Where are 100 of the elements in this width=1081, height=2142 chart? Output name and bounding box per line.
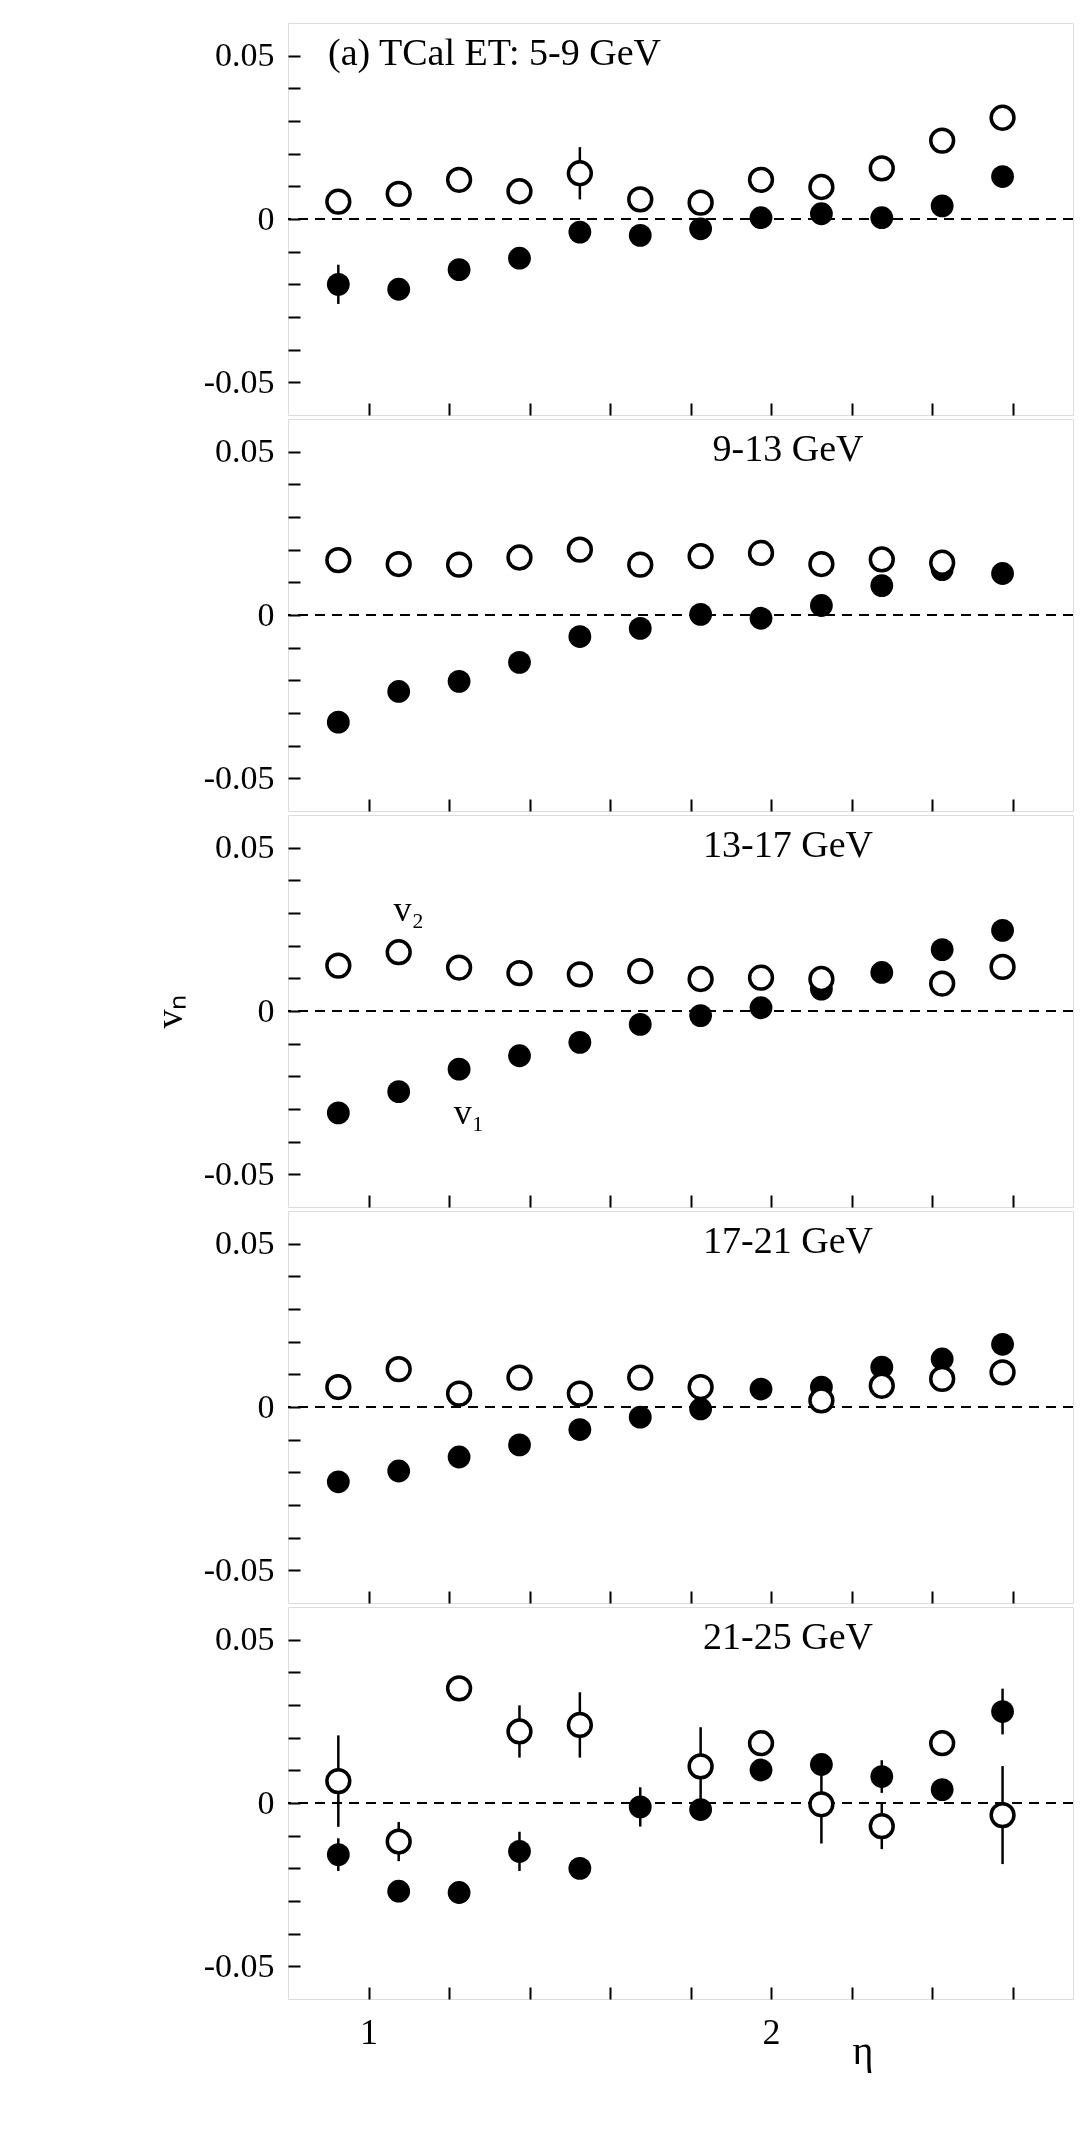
point: [749, 996, 773, 1020]
point: [687, 189, 714, 216]
point: [747, 964, 775, 991]
point: [387, 277, 411, 301]
point: [506, 1718, 533, 1745]
point: [870, 206, 894, 230]
x-tick-label: 2: [762, 2011, 781, 2052]
point: [868, 546, 895, 573]
point: [808, 1387, 835, 1414]
y-tick-label: 0.05: [215, 432, 275, 470]
point: [325, 1373, 352, 1401]
point: [930, 938, 954, 961]
point: [447, 1057, 471, 1081]
point: [445, 1380, 473, 1407]
point: [929, 1730, 956, 1757]
point: [870, 961, 894, 984]
y-tick-label: 0: [257, 991, 275, 1029]
point: [447, 669, 471, 693]
point: [387, 680, 411, 703]
point: [445, 1675, 473, 1702]
point: [508, 246, 531, 270]
annotation: 17-21 GeV: [703, 1219, 874, 1261]
point: [808, 1791, 835, 1818]
point: [868, 1372, 895, 1399]
point: [749, 1377, 773, 1401]
point: [568, 625, 592, 648]
point: [749, 606, 773, 630]
point: [870, 1765, 894, 1788]
point: [447, 258, 471, 282]
point: [506, 1364, 533, 1391]
point: [989, 1359, 1016, 1386]
annotation: 21-25 GeV: [703, 1615, 874, 1657]
point: [868, 1813, 895, 1840]
point: [810, 1753, 833, 1776]
point: [508, 650, 531, 674]
point: [568, 220, 592, 244]
point: [929, 127, 956, 154]
point: [566, 536, 594, 563]
y-tick-label: 0: [257, 1387, 275, 1425]
point: [930, 194, 954, 218]
point: [325, 546, 352, 574]
point: [326, 710, 350, 734]
point: [687, 1373, 714, 1401]
series-label: v₂: [393, 889, 424, 930]
point: [387, 1459, 411, 1483]
point: [447, 1445, 471, 1469]
point: [991, 562, 1014, 585]
point: [810, 202, 833, 226]
annotation: (a) TCal ET: 5-9 GeV: [328, 31, 662, 74]
point: [385, 1828, 412, 1855]
point: [989, 1801, 1016, 1829]
y-tick-label: 0.05: [215, 1224, 275, 1262]
point: [687, 1753, 714, 1780]
annotation: 13-17 GeV: [703, 823, 874, 865]
y-tick-label: -0.05: [203, 362, 275, 400]
point: [385, 1355, 412, 1383]
y-tick-label: -0.05: [203, 1550, 275, 1588]
y-tick-label: 0.05: [215, 828, 275, 866]
x-axis-title: η: [852, 2027, 874, 2073]
point: [929, 1365, 956, 1393]
point: [627, 186, 654, 213]
point: [566, 1711, 594, 1739]
point: [989, 104, 1016, 131]
point: [689, 602, 713, 626]
y-tick-label: -0.05: [203, 1154, 275, 1192]
point: [627, 551, 654, 578]
point: [747, 539, 775, 567]
point: [747, 166, 775, 193]
point: [991, 1700, 1014, 1723]
series-label: v₁: [453, 1092, 485, 1133]
point: [325, 952, 352, 979]
point: [687, 543, 714, 570]
point: [929, 970, 956, 997]
point: [566, 1380, 594, 1407]
point: [508, 1433, 531, 1457]
point: [628, 1013, 652, 1036]
point: [628, 617, 652, 640]
y-tick-label: 0: [257, 199, 275, 237]
point: [689, 1397, 713, 1421]
point: [747, 1730, 775, 1757]
point: [749, 206, 773, 230]
point: [568, 1418, 592, 1441]
point: [385, 550, 412, 578]
y-tick-label: 0: [257, 1783, 275, 1821]
point: [810, 594, 833, 617]
point: [506, 544, 533, 571]
point: [566, 961, 594, 988]
point: [868, 155, 895, 182]
point: [627, 958, 654, 985]
point: [326, 1843, 350, 1866]
point: [508, 1044, 531, 1068]
point: [628, 1795, 652, 1819]
annotation: 9-13 GeV: [712, 427, 865, 469]
x-tick-label: 1: [360, 2011, 379, 2052]
point: [628, 223, 652, 247]
point: [989, 953, 1016, 981]
point: [506, 178, 533, 205]
point: [689, 1798, 713, 1821]
point: [991, 918, 1014, 942]
y-tick-label: 0.05: [215, 1620, 275, 1658]
